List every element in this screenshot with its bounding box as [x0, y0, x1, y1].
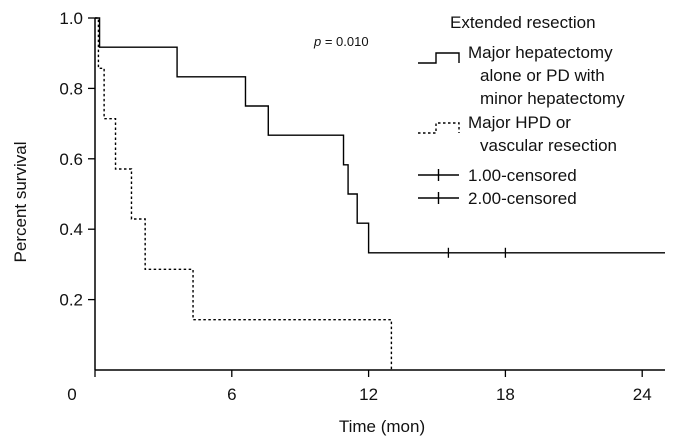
y-axis-title: Percent survival — [11, 142, 30, 263]
p-value-annotation: p = 0.010 — [313, 34, 369, 49]
legend-entry: Major hepatectomy alone or PD with minor h… — [418, 43, 625, 108]
legend-entry-label: alone or PD with — [480, 66, 605, 85]
legend-entry-label: 1.00-censored — [468, 166, 577, 185]
legend-entry: 2.00-censored — [418, 189, 577, 208]
series-line-major-hpd — [95, 17, 393, 370]
p-value-text: = 0.010 — [321, 34, 368, 49]
legend-entry-label: Major hepatectomy — [468, 43, 613, 62]
series-line-major-hepatectomy — [95, 17, 665, 254]
x-tick-label: 24 — [633, 385, 652, 404]
legend-entry-label: 2.00-censored — [468, 189, 577, 208]
p-value-symbol: p — [313, 34, 321, 49]
x-tick-label: 18 — [496, 385, 515, 404]
y-tick-label: 1.0 — [59, 9, 83, 28]
y-tick-label: 0.4 — [59, 220, 83, 239]
legend-swatch-solid — [418, 52, 460, 64]
legend-entry-label: minor hepatectomy — [480, 89, 625, 108]
x-tick-label: 6 — [227, 385, 236, 404]
y-tick-label: 0.8 — [59, 79, 83, 98]
legend-title: Extended resection — [450, 13, 596, 32]
y-tick-label: 0.6 — [59, 150, 83, 169]
series-layer — [95, 17, 665, 370]
legend: Extended resection Major hepatectomy alone… — [418, 13, 625, 208]
axes: 0 6 12 18 24 0.2 0.4 0.6 0.8 1.0 Time (mon) Percent… — [11, 9, 665, 436]
legend-entry-label: vascular resection — [480, 136, 617, 155]
legend-swatch-dotted — [418, 122, 460, 134]
x-tick-label: 0 — [67, 385, 76, 404]
x-axis-title: Time (mon) — [339, 417, 425, 436]
legend-entry: 1.00-censored — [418, 166, 577, 185]
x-tick-label: 12 — [359, 385, 378, 404]
legend-entry-label: Major HPD or — [468, 113, 571, 132]
y-tick-label: 0.2 — [59, 291, 83, 310]
legend-entry: Major HPD or vascular resection — [418, 113, 617, 155]
